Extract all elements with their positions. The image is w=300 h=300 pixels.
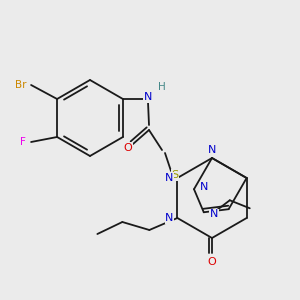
Text: N: N bbox=[200, 182, 208, 192]
Text: N: N bbox=[144, 92, 152, 102]
Text: O: O bbox=[208, 257, 216, 267]
Text: O: O bbox=[124, 143, 132, 153]
Text: N: N bbox=[165, 213, 173, 223]
Text: N: N bbox=[165, 173, 173, 183]
Text: H: H bbox=[158, 82, 166, 92]
Text: N: N bbox=[210, 209, 218, 219]
Text: F: F bbox=[20, 137, 26, 147]
Text: S: S bbox=[171, 170, 178, 180]
Text: Br: Br bbox=[15, 80, 27, 90]
Text: N: N bbox=[208, 145, 216, 155]
